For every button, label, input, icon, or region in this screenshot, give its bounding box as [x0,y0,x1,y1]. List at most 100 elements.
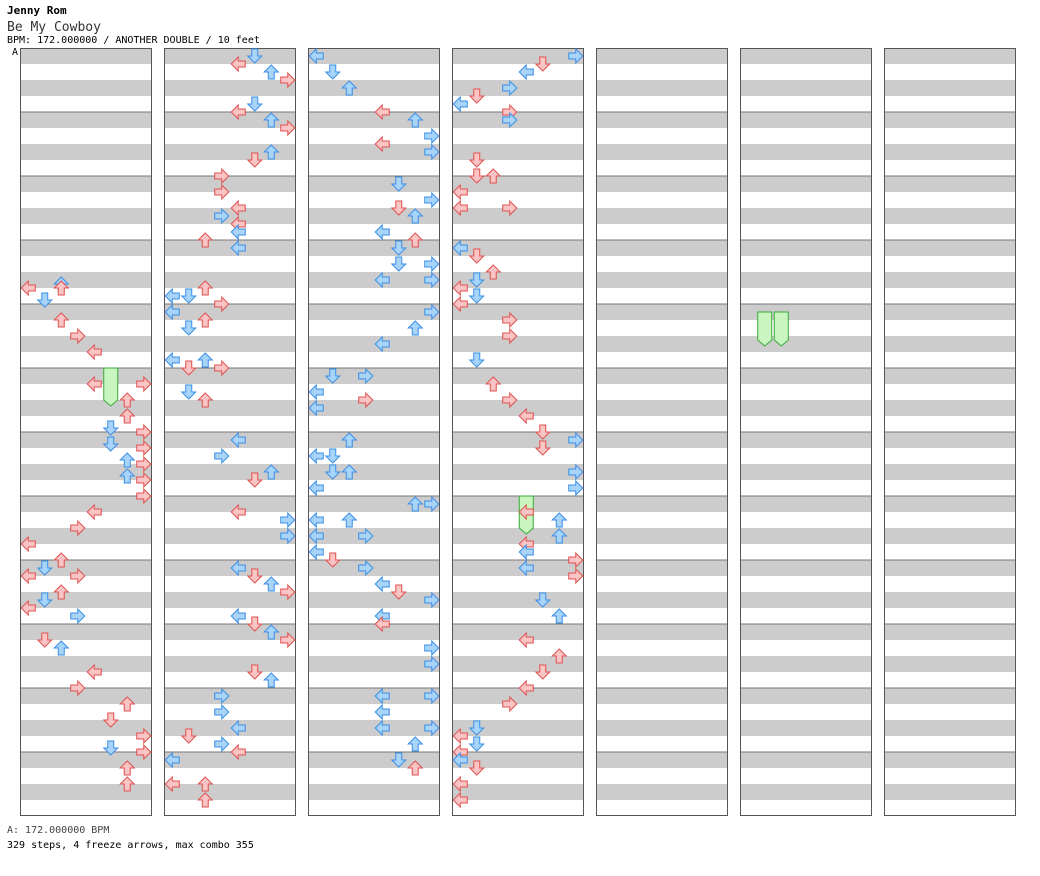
chart-column [884,48,1016,816]
freeze-arrow [757,311,773,347]
left-arrow-note [518,631,534,649]
song-title: Be My Cowboy [7,20,101,35]
left-arrow-note [452,751,468,769]
right-arrow-note [424,143,440,161]
down-arrow-note [180,728,197,744]
right-arrow-note [502,79,518,97]
down-arrow-note [102,740,119,756]
up-arrow-note [485,376,502,392]
down-arrow-note [468,288,485,304]
up-arrow-note [407,736,424,752]
up-arrow-note [53,280,70,296]
down-arrow-note [180,320,197,336]
up-arrow-note [407,112,424,128]
down-arrow-note [246,48,263,64]
right-arrow-note [568,431,584,449]
left-arrow-note [452,183,468,201]
up-arrow-note [341,464,358,480]
left-arrow-note [230,607,246,625]
chart-column [20,48,152,816]
right-arrow-note [214,687,230,705]
right-arrow-note [214,447,230,465]
up-arrow-note [341,432,358,448]
right-arrow-note [214,359,230,377]
up-arrow-note [551,648,568,664]
left-arrow-note [20,567,36,585]
right-arrow-note [424,303,440,321]
chart-column [596,48,728,816]
right-arrow-note [280,119,296,137]
right-arrow-note [568,463,584,481]
down-arrow-note [246,568,263,584]
down-arrow-note [102,420,119,436]
down-arrow-note [246,664,263,680]
left-arrow-note [452,727,468,745]
up-arrow-note [263,64,280,80]
chart-column [308,48,440,816]
left-arrow-note [308,511,324,529]
right-arrow-note [502,311,518,329]
left-arrow-note [452,239,468,257]
down-arrow-note [390,200,407,216]
left-arrow-note [518,679,534,697]
up-arrow-note [263,624,280,640]
down-arrow-note [36,592,53,608]
down-arrow-note [468,152,485,168]
left-arrow-note [230,743,246,761]
right-arrow-note [358,391,374,409]
freeze-arrow [103,367,119,407]
right-arrow-note [280,631,296,649]
down-arrow-note [246,616,263,632]
right-arrow-note [136,439,152,457]
down-arrow-note [534,440,551,456]
up-arrow-note [263,672,280,688]
right-arrow-note [502,695,518,713]
artist-name: Jenny Rom [7,4,67,17]
down-arrow-note [180,288,197,304]
right-arrow-note [214,703,230,721]
right-arrow-note [70,607,86,625]
left-arrow-note [164,303,180,321]
up-arrow-note [197,232,214,248]
right-arrow-note [502,199,518,217]
left-arrow-note [308,383,324,401]
down-arrow-note [468,272,485,288]
left-arrow-note [164,751,180,769]
up-arrow-note [263,464,280,480]
down-arrow-note [246,96,263,112]
left-arrow-note [374,103,390,121]
down-arrow-note [390,256,407,272]
down-arrow-note [534,592,551,608]
left-arrow-note [20,599,36,617]
right-arrow-note [70,519,86,537]
right-arrow-note [280,583,296,601]
left-arrow-note [308,479,324,497]
left-arrow-note [230,719,246,737]
right-arrow-note [358,367,374,385]
down-arrow-note [534,664,551,680]
right-arrow-note [280,71,296,89]
left-arrow-note [452,279,468,297]
left-arrow-note [374,335,390,353]
right-arrow-note [502,327,518,345]
left-arrow-note [452,199,468,217]
up-arrow-note [119,468,136,484]
up-arrow-note [197,792,214,808]
right-arrow-note [136,423,152,441]
down-arrow-note [36,292,53,308]
right-arrow-note [136,487,152,505]
up-arrow-note [407,320,424,336]
down-arrow-note [246,472,263,488]
left-arrow-note [20,535,36,553]
left-arrow-note [164,287,180,305]
down-arrow-note [468,248,485,264]
left-arrow-note [452,95,468,113]
left-arrow-note [374,135,390,153]
left-arrow-note [308,47,324,65]
right-arrow-note [568,551,584,569]
left-arrow-note [374,719,390,737]
left-arrow-note [308,399,324,417]
right-arrow-note [424,639,440,657]
left-arrow-note [230,503,246,521]
